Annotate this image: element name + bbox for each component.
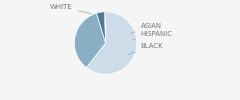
Wedge shape [105,12,106,43]
Text: ASIAN: ASIAN [131,23,162,33]
Wedge shape [96,12,106,43]
Text: BLACK: BLACK [128,43,163,55]
Wedge shape [74,13,106,68]
Text: HISPANIC: HISPANIC [133,31,173,40]
Text: WHITE: WHITE [50,4,91,14]
Wedge shape [86,12,137,74]
